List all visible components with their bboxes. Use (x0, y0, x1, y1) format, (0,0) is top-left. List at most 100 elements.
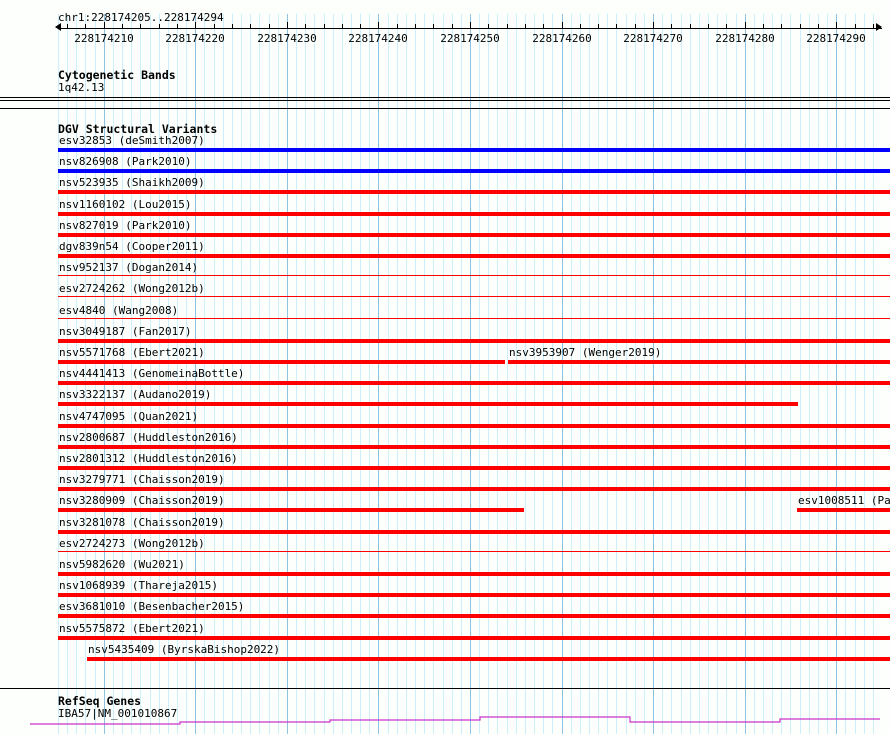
ruler-tick-label: 228174220 (165, 32, 225, 45)
ruler-tick (488, 24, 489, 29)
refseq-title: RefSeq Genes (58, 694, 142, 708)
dgv-variant-label[interactable]: nsv2801312 (Huddleston2016) (59, 452, 238, 465)
refseq-gene-label[interactable]: IBA57|NM_001010867 (58, 707, 178, 720)
ruler-tick (690, 24, 691, 29)
ruler-tick (415, 24, 416, 29)
dgv-variant-bar[interactable] (58, 487, 890, 491)
dgv-variant-label[interactable]: nsv3281078 (Chaisson2019) (59, 516, 225, 529)
dgv-variant-label[interactable]: nsv4747095 (Quan2021) (59, 410, 199, 423)
ruler-tick-label: 228174270 (623, 32, 683, 45)
dgv-variant-label[interactable]: nsv3049187 (Fan2017) (59, 325, 192, 338)
dgv-variant-bar[interactable] (58, 466, 890, 470)
arrow-left-icon (55, 23, 61, 31)
locus-label: chr1:228174205..228174294 (58, 11, 224, 24)
ruler-tick (433, 24, 434, 29)
dgv-variant-bar[interactable] (58, 169, 890, 173)
ruler-tick (305, 24, 306, 29)
dgv-variant-bar[interactable] (58, 614, 890, 618)
dgv-variant-bar[interactable] (58, 572, 890, 576)
ruler-tick (580, 24, 581, 29)
dgv-variant-label[interactable]: nsv2800687 (Huddleston2016) (59, 431, 238, 444)
dgv-variant-label[interactable]: nsv952137 (Dogan2014) (59, 261, 199, 274)
ruler-tick (873, 24, 874, 29)
divider-top-2 (0, 100, 890, 101)
dgv-variant-label[interactable]: nsv3279771 (Chaisson2019) (59, 473, 225, 486)
cytoband-label[interactable]: 1q42.13 (58, 81, 105, 94)
dgv-variant-label[interactable]: esv1008511 (Pang (798, 494, 890, 507)
dgv-variant-label[interactable]: nsv4441413 (GenomeinaBottle) (59, 367, 245, 380)
ruler-tick (287, 22, 288, 29)
ruler-tick (800, 24, 801, 29)
ruler-tick (836, 22, 837, 29)
ruler-tick (818, 24, 819, 29)
divider-cytoband-bottom (0, 108, 890, 109)
ruler-tick (195, 22, 196, 29)
dgv-variant-bar[interactable] (58, 530, 890, 534)
ruler-tick (232, 24, 233, 29)
dgv-variant-label[interactable]: nsv1068939 (Thareja2015) (59, 579, 218, 592)
dgv-variant-bar[interactable] (58, 275, 890, 276)
dgv-variant-bar[interactable] (58, 339, 890, 343)
divider-refseq-top (0, 688, 890, 689)
dgv-variant-label[interactable]: nsv3322137 (Audano2019) (59, 388, 212, 401)
dgv-variant-bar[interactable] (58, 381, 890, 385)
ruler-tick (159, 24, 160, 29)
ruler-tick (653, 22, 654, 29)
dgv-variant-bar[interactable] (58, 424, 890, 428)
ruler-tick (67, 24, 68, 29)
dgv-variant-label[interactable]: esv2724273 (Wong2012b) (59, 537, 205, 550)
dgv-variant-bar[interactable] (58, 148, 890, 152)
ruler-tick (140, 24, 141, 29)
ruler-tick (708, 24, 709, 29)
ruler-tick (397, 24, 398, 29)
dgv-variant-bar[interactable] (58, 508, 524, 512)
dgv-variant-label[interactable]: esv2724262 (Wong2012b) (59, 282, 205, 295)
dgv-variant-label[interactable]: nsv3953907 (Wenger2019) (509, 346, 662, 359)
ruler-tick-label: 228174250 (440, 32, 500, 45)
dgv-variant-bar[interactable] (58, 296, 890, 297)
dgv-variant-bar[interactable] (508, 360, 890, 364)
ruler-tick-label: 228174230 (257, 32, 317, 45)
dgv-variant-label[interactable]: nsv5982620 (Wu2021) (59, 558, 185, 571)
dgv-variant-bar[interactable] (58, 402, 798, 406)
dgv-variant-bar[interactable] (58, 445, 890, 449)
ruler-tick (378, 22, 379, 29)
ruler-tick (250, 24, 251, 29)
ruler-tick (470, 22, 471, 29)
dgv-variant-label[interactable]: nsv5571768 (Ebert2021) (59, 346, 205, 359)
dgv-title: DGV Structural Variants (58, 122, 218, 136)
ruler-tick-label: 228174280 (715, 32, 775, 45)
dgv-variant-label[interactable]: nsv3280909 (Chaisson2019) (59, 494, 225, 507)
dgv-variant-bar[interactable] (58, 551, 890, 552)
dgv-variant-bar[interactable] (58, 636, 890, 640)
dgv-variant-bar[interactable] (58, 593, 890, 597)
ruler-tick (360, 24, 361, 29)
ruler-tick (543, 24, 544, 29)
dgv-variant-label[interactable]: dgv839n54 (Cooper2011) (59, 240, 205, 253)
dgv-variant-bar[interactable] (58, 360, 505, 364)
ruler-tick (177, 24, 178, 29)
ruler-tick-label: 228174260 (532, 32, 592, 45)
dgv-variant-label[interactable]: nsv826908 (Park2010) (59, 155, 192, 168)
dgv-variant-bar[interactable] (58, 233, 890, 237)
dgv-variant-bar[interactable] (87, 657, 890, 661)
dgv-variant-label[interactable]: esv3681010 (Besenbacher2015) (59, 600, 245, 613)
dgv-variant-bar[interactable] (58, 190, 890, 194)
dgv-variant-bar[interactable] (58, 318, 890, 319)
dgv-variant-label[interactable]: nsv1160102 (Lou2015) (59, 198, 192, 211)
dgv-variant-label[interactable]: nsv827019 (Park2010) (59, 219, 192, 232)
dgv-variant-bar[interactable] (797, 508, 890, 512)
ruler-tick (635, 24, 636, 29)
ruler-tick (452, 24, 453, 29)
dgv-variant-label[interactable]: esv32853 (deSmith2007) (59, 134, 205, 147)
dgv-variant-label[interactable]: esv4840 (Wang2008) (59, 304, 179, 317)
dgv-variant-label[interactable]: nsv5435409 (ByrskaBishop2022) (88, 643, 281, 656)
ruler-tick (598, 24, 599, 29)
ruler-tick-label: 228174210 (74, 32, 134, 45)
dgv-variant-label[interactable]: nsv523935 (Shaikh2009) (59, 176, 205, 189)
dgv-variant-bar[interactable] (58, 212, 890, 216)
dgv-variant-bar[interactable] (58, 254, 890, 258)
dgv-variant-label[interactable]: nsv5575872 (Ebert2021) (59, 622, 205, 635)
